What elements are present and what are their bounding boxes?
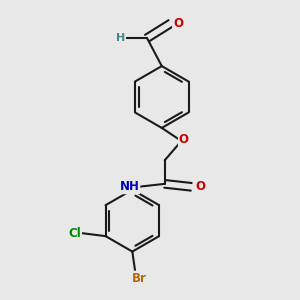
Text: O: O bbox=[173, 17, 183, 30]
Text: NH: NH bbox=[119, 180, 139, 193]
Text: Cl: Cl bbox=[68, 227, 81, 240]
Text: O: O bbox=[195, 180, 205, 193]
Text: Br: Br bbox=[132, 272, 147, 285]
Text: H: H bbox=[116, 33, 125, 43]
Text: O: O bbox=[179, 133, 189, 146]
